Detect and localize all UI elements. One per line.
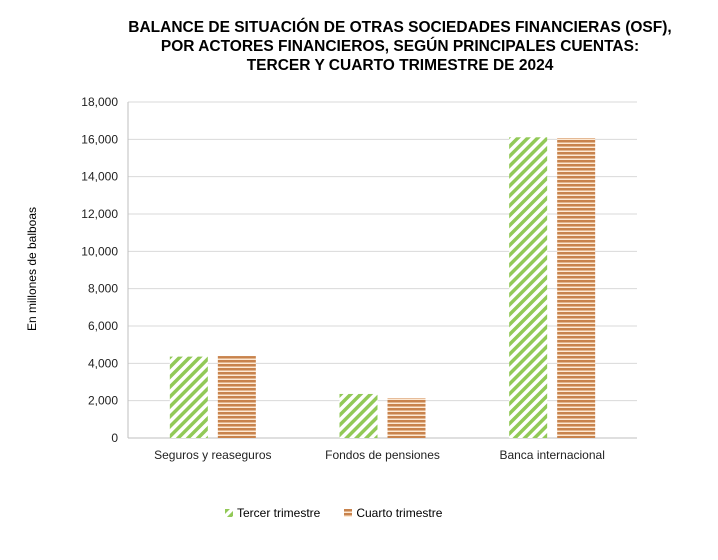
- legend-label: Cuarto trimestre: [356, 506, 443, 520]
- y-tick-label: 4,000: [88, 356, 118, 370]
- y-tick-label: 2,000: [88, 394, 118, 408]
- legend-item: Cuarto trimestre: [344, 506, 442, 520]
- chart-title: BALANCE DE SITUACIÓN DE OTRAS SOCIEDADES…: [100, 18, 700, 75]
- title-line-1: BALANCE DE SITUACIÓN DE OTRAS SOCIEDADES…: [128, 19, 672, 36]
- legend-item: Tercer trimestre: [225, 506, 320, 520]
- bar-tercer-trimestre: [509, 137, 548, 438]
- y-tick-label: 10,000: [81, 244, 118, 258]
- x-tick-label: Banca internacional: [499, 448, 604, 462]
- title-line-3: TERCER Y CUARTO TRIMESTRE DE 2024: [246, 57, 554, 74]
- y-tick-label: 12,000: [81, 207, 118, 221]
- bar-cuarto-trimestre: [557, 138, 596, 438]
- legend: Tercer trimestre Cuarto trimestre: [225, 506, 442, 520]
- bar-cuarto-trimestre: [387, 398, 426, 438]
- bar-cuarto-trimestre: [217, 356, 256, 438]
- y-tick-label: 0: [111, 431, 118, 445]
- y-tick-label: 8,000: [88, 282, 118, 296]
- x-tick-label: Fondos de pensiones: [325, 448, 440, 462]
- bar-tercer-trimestre: [339, 393, 378, 438]
- legend-swatch: [225, 509, 233, 517]
- y-tick-label: 6,000: [88, 319, 118, 333]
- y-tick-label: 14,000: [81, 170, 118, 184]
- y-tick-label: 18,000: [81, 95, 118, 109]
- bar-tercer-trimestre: [169, 356, 208, 438]
- legend-label: Tercer trimestre: [237, 506, 321, 520]
- legend-swatch: [344, 509, 353, 517]
- x-tick-label: Seguros y reaseguros: [154, 448, 271, 462]
- title-line-2: POR ACTORES FINANCIEROS, SEGÚN PRINCIPAL…: [160, 38, 640, 55]
- y-tick-label: 16,000: [81, 132, 118, 146]
